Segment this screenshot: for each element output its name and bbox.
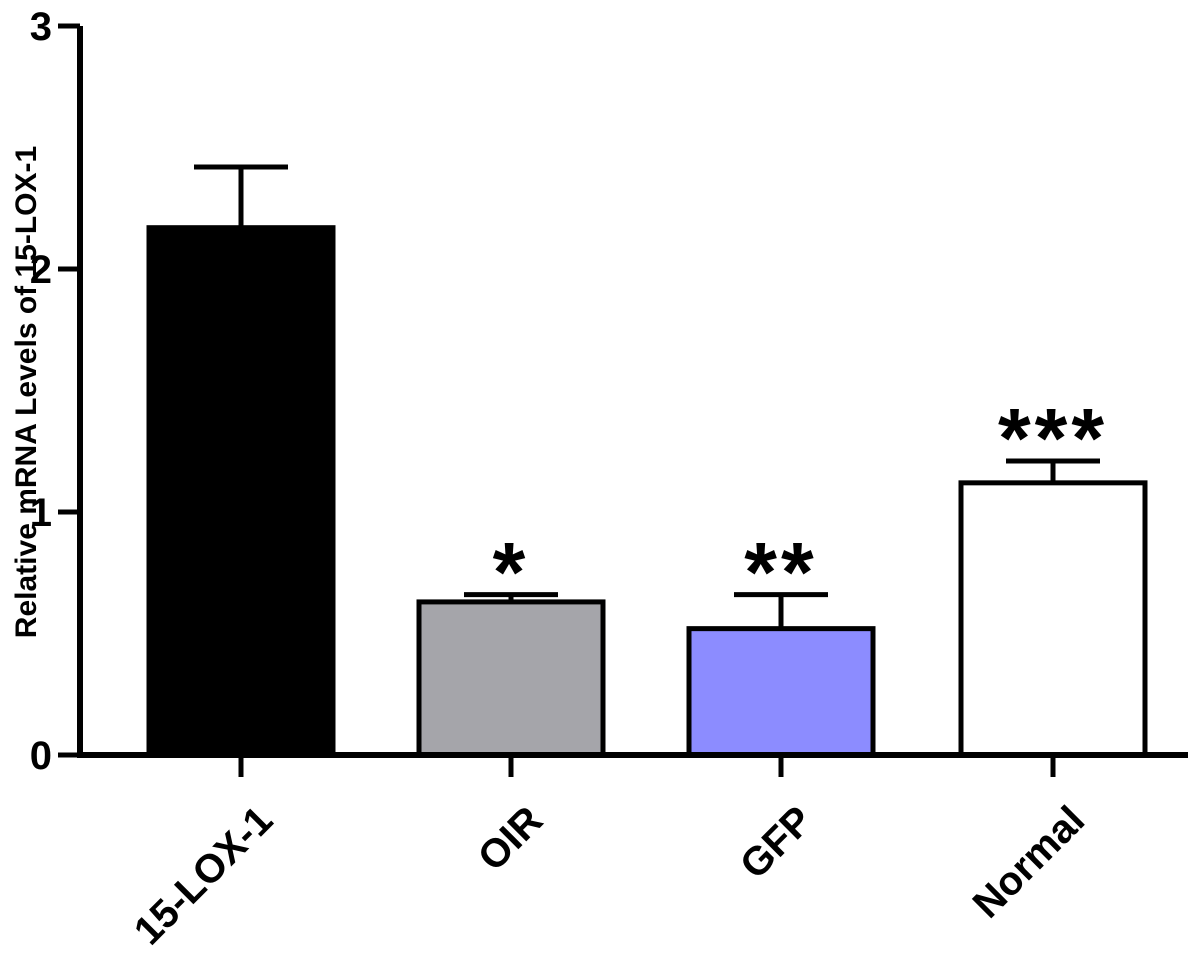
y-axis-label: Relative mRNA Levels of 15-LOX-1 [10, 146, 43, 638]
bar [146, 225, 336, 758]
y-ticks-layer: 0 1 2 3 [30, 5, 80, 778]
x-tick-label: OIR [470, 798, 551, 879]
significance-annotations-layer: * ***** [493, 391, 1108, 619]
axes-layer [77, 26, 1188, 758]
y-tick-label: 3 [30, 5, 52, 49]
x-tick-label: GFP [732, 798, 821, 887]
bar [958, 480, 1148, 758]
significance-annotation: * [493, 525, 530, 619]
x-ticks-layer: 15-LOX-1 OIR GFP Normal [126, 755, 1093, 953]
significance-annotation: ** [744, 525, 817, 619]
error-bars-layer [194, 164, 1100, 629]
y-tick-label: 1 [30, 491, 52, 535]
bars-layer [146, 225, 1148, 758]
x-tick-label: 15-LOX-1 [126, 798, 281, 953]
y-tick-label: 0 [30, 734, 52, 778]
bar [686, 626, 876, 758]
bar [416, 599, 606, 758]
y-tick-label: 2 [30, 248, 52, 292]
significance-annotation: *** [998, 391, 1108, 485]
x-tick-label: Normal [965, 798, 1094, 927]
